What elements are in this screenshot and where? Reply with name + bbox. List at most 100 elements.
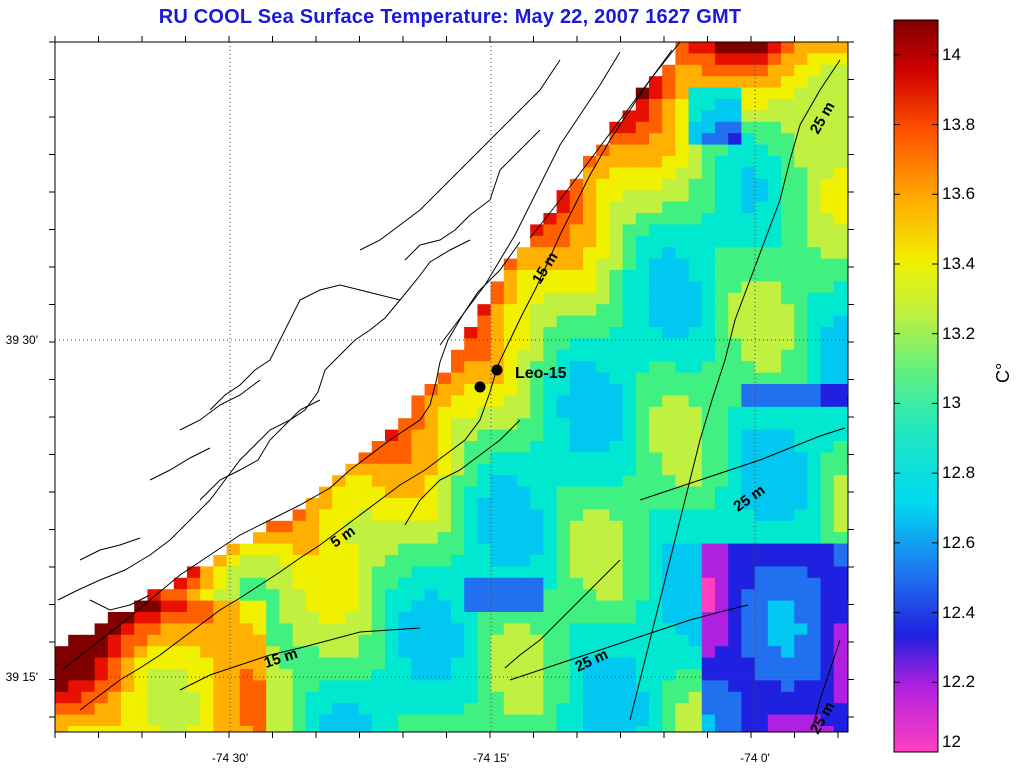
temperature-cell (596, 258, 610, 271)
temperature-cell (530, 338, 544, 351)
temperature-cell (847, 418, 848, 431)
temperature-cell (253, 612, 267, 624)
temperature-cell (820, 315, 835, 328)
temperature-cell (464, 646, 478, 659)
temperature-cell (701, 372, 716, 385)
temperature-cell (596, 178, 610, 191)
temperature-cell (622, 657, 637, 670)
temperature-cell (688, 612, 703, 624)
temperature-cell (477, 441, 492, 453)
temperature-cell (490, 486, 505, 499)
temperature-cell (385, 691, 399, 704)
temperature-cell (701, 486, 716, 499)
temperature-cell (583, 714, 597, 727)
temperature-cell (675, 646, 690, 659)
temperature-cell (583, 498, 597, 510)
station-label: Leo-15 (515, 365, 567, 382)
temperature-cell (583, 520, 597, 533)
temperature-cell (662, 646, 676, 659)
temperature-cell (781, 623, 795, 636)
temperature-cell (833, 338, 848, 351)
temperature-cell (437, 498, 452, 510)
temperature-cell (556, 509, 571, 522)
temperature-cell (556, 475, 571, 488)
temperature-cell (398, 555, 412, 567)
temperature-cell (767, 144, 782, 157)
temperature-cell (503, 361, 518, 374)
temperature-cell (662, 520, 676, 533)
temperature-cell (649, 703, 663, 716)
temperature-cell (833, 657, 848, 670)
temperature-cell (437, 680, 452, 693)
temperature-cell (266, 566, 280, 579)
temperature-cell (411, 486, 426, 499)
temperature-cell (556, 600, 571, 613)
temperature-cell (728, 646, 742, 659)
temperature-cell (530, 600, 544, 613)
temperature-cell (147, 623, 162, 636)
temperature-cell (569, 703, 584, 716)
temperature-cell (622, 178, 637, 191)
temperature-cell (160, 703, 175, 716)
temperature-cell (68, 669, 82, 681)
temperature-cell (609, 612, 624, 624)
temperature-cell (794, 110, 808, 123)
station-marker[interactable] (474, 381, 486, 393)
temperature-cell (728, 577, 742, 590)
temperature-cell (596, 726, 610, 732)
temperature-cell (715, 703, 729, 716)
temperature-cell (701, 76, 716, 89)
temperature-cell (820, 304, 835, 317)
temperature-cell (68, 691, 82, 704)
temperature-cell (517, 566, 531, 579)
temperature-cell (688, 133, 703, 146)
temperature-cell (635, 156, 650, 168)
temperature-cell (583, 395, 597, 408)
temperature-cell (569, 555, 584, 567)
station-marker[interactable] (491, 364, 503, 376)
temperature-cell (847, 167, 848, 180)
temperature-cell (503, 555, 518, 567)
temperature-cell (556, 634, 571, 647)
temperature-cell (503, 623, 518, 636)
temperature-cell (490, 634, 505, 647)
temperature-cell (649, 680, 663, 693)
temperature-cell (569, 623, 584, 636)
temperature-cell (451, 589, 465, 602)
temperature-cell (649, 99, 663, 111)
temperature-cell (556, 372, 571, 385)
temperature-cell (464, 349, 478, 362)
temperature-cell (490, 623, 505, 636)
temperature-cell (424, 509, 439, 522)
temperature-cell (583, 555, 597, 567)
temperature-cell (820, 190, 835, 203)
temperature-cell (662, 589, 676, 602)
axis-ticks (49, 36, 854, 738)
temperature-cell (437, 372, 452, 385)
temperature-cell (477, 349, 492, 362)
temperature-cell (134, 714, 148, 727)
temperature-cell (675, 281, 690, 294)
temperature-cell (794, 121, 808, 134)
temperature-cell (715, 167, 729, 180)
temperature-cell (569, 463, 584, 476)
temperature-cell (741, 452, 756, 465)
temperature-cell (767, 304, 782, 317)
temperature-cell (411, 726, 426, 732)
temperature-cell (622, 213, 637, 225)
temperature-cell (767, 577, 782, 590)
temperature-cell (833, 372, 848, 385)
temperature-cell (451, 669, 465, 681)
temperature-cell (728, 395, 742, 408)
temperature-cell (253, 623, 267, 636)
temperature-cell (332, 509, 346, 522)
temperature-cell (411, 680, 426, 693)
temperature-cell (701, 190, 716, 203)
temperature-cell (675, 555, 690, 567)
temperature-cell (411, 691, 426, 704)
temperature-cell (200, 612, 214, 624)
temperature-cell (635, 680, 650, 693)
temperature-cell (635, 566, 650, 579)
temperature-cell (622, 292, 637, 305)
temperature-cell (635, 429, 650, 442)
